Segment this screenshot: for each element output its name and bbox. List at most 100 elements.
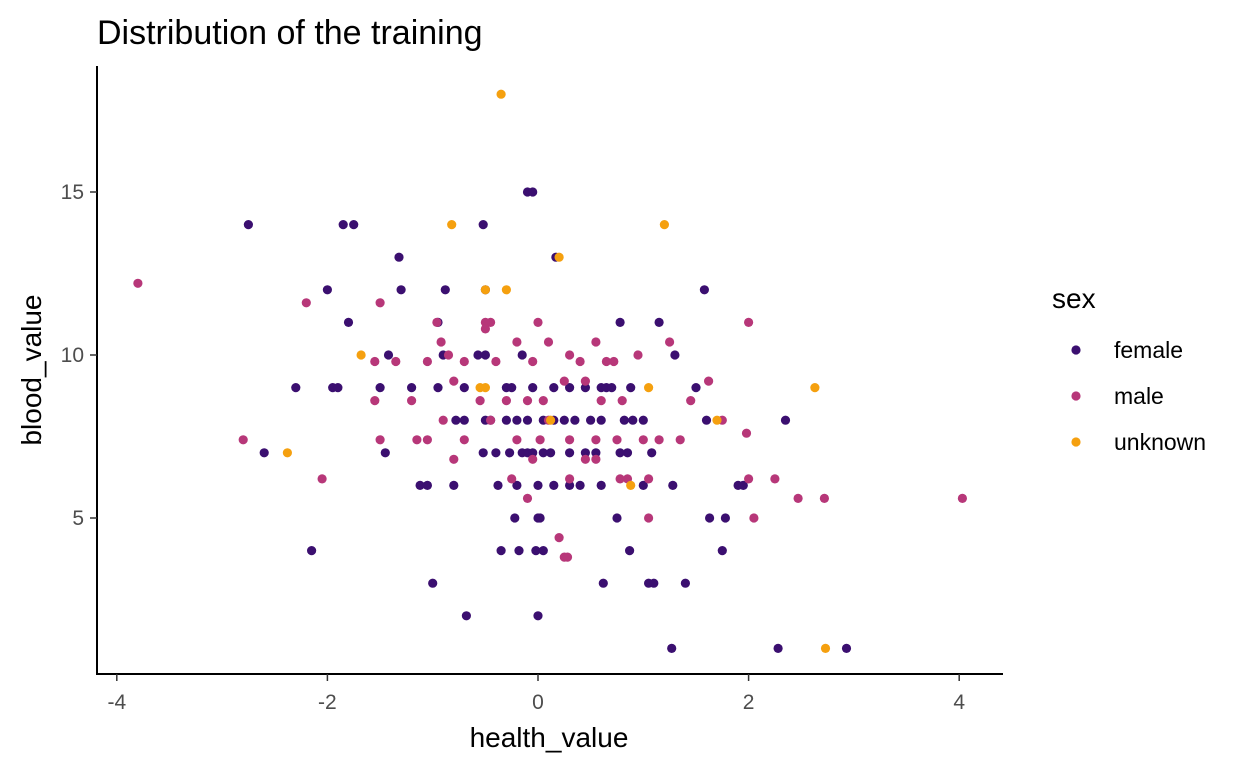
point-female-56 <box>638 415 648 425</box>
point-male-58 <box>507 474 517 484</box>
legend-label-female: female <box>1114 337 1183 363</box>
point-female-27 <box>407 383 417 393</box>
point-female-74 <box>647 448 657 458</box>
point-female-80 <box>533 480 543 490</box>
point-male-14 <box>543 337 554 347</box>
point-unknown-3 <box>554 252 564 262</box>
point-unknown-10 <box>810 383 820 393</box>
point-male-39 <box>375 435 385 445</box>
point-female-100 <box>625 546 635 556</box>
point-male-17 <box>633 350 643 360</box>
point-female-12 <box>699 285 710 295</box>
point-female-81 <box>549 480 559 490</box>
point-male-40 <box>412 435 422 445</box>
point-female-82 <box>565 480 575 490</box>
x-tick-label-2: 0 <box>532 691 544 714</box>
point-male-51 <box>638 435 648 445</box>
point-male-71 <box>749 513 759 523</box>
point-male-3 <box>432 317 442 327</box>
y-tick-label-2: 15 <box>61 181 84 204</box>
point-female-73 <box>622 448 633 458</box>
x-tick-label-0: -4 <box>107 691 126 714</box>
point-male-44 <box>486 415 496 425</box>
point-male-74 <box>957 493 968 503</box>
point-male-30 <box>501 396 511 406</box>
point-unknown-12 <box>712 415 722 425</box>
point-female-58 <box>780 415 791 425</box>
legend-key-unknown <box>1071 437 1081 447</box>
point-female-72 <box>615 448 625 458</box>
point-male-29 <box>475 396 485 406</box>
point-male-37 <box>686 396 696 406</box>
point-male-63 <box>615 474 625 484</box>
point-female-23 <box>291 383 301 393</box>
point-female-94 <box>720 513 731 523</box>
point-female-50 <box>559 415 569 425</box>
point-female-54 <box>619 415 629 425</box>
point-female-60 <box>380 448 390 458</box>
y-tick-label-1: 10 <box>61 344 84 367</box>
point-female-7 <box>394 252 404 262</box>
point-male-32 <box>538 396 548 406</box>
point-male-24 <box>601 356 612 367</box>
point-female-16 <box>654 317 664 327</box>
y-ticks: 5 10 15 <box>61 181 97 530</box>
point-female-105 <box>649 578 659 588</box>
point-female-66 <box>528 448 538 458</box>
point-female-28 <box>433 383 443 393</box>
point-unknown-11 <box>546 415 556 425</box>
point-female-75 <box>415 480 425 490</box>
point-female-111 <box>841 643 852 654</box>
point-female-85 <box>638 480 648 490</box>
point-male-0 <box>133 278 143 288</box>
point-female-96 <box>496 546 506 556</box>
point-female-15 <box>615 317 625 327</box>
point-female-107 <box>461 611 471 621</box>
point-male-50 <box>612 435 622 445</box>
point-male-41 <box>422 435 432 445</box>
point-female-0 <box>243 220 253 230</box>
point-female-67 <box>538 448 548 458</box>
point-male-21 <box>491 356 501 367</box>
point-male-8 <box>370 356 380 367</box>
point-male-69 <box>522 493 533 503</box>
point-male-28 <box>449 376 459 386</box>
points-layer <box>133 89 968 654</box>
point-female-18 <box>480 350 490 360</box>
legend-title: sex <box>1052 283 1096 314</box>
point-female-98 <box>531 546 541 556</box>
point-unknown-2 <box>659 220 670 230</box>
point-male-33 <box>559 376 569 386</box>
point-male-67 <box>770 474 780 484</box>
point-male-34 <box>580 376 591 386</box>
point-male-70 <box>644 513 654 523</box>
point-male-25 <box>609 356 619 367</box>
point-female-78 <box>493 480 503 490</box>
point-male-61 <box>580 454 591 464</box>
point-female-32 <box>528 383 538 393</box>
point-female-63 <box>505 448 515 458</box>
point-female-106 <box>680 578 691 588</box>
point-female-71 <box>591 448 601 458</box>
point-female-101 <box>717 546 727 556</box>
point-female-110 <box>773 643 783 654</box>
point-female-62 <box>491 448 501 458</box>
point-male-57 <box>449 454 459 464</box>
point-male-46 <box>535 435 545 445</box>
point-male-20 <box>459 356 469 367</box>
point-male-42 <box>438 415 448 425</box>
point-female-93 <box>705 513 715 523</box>
x-tick-label-1: -2 <box>318 691 337 714</box>
point-female-79 <box>512 480 522 490</box>
point-male-68 <box>317 474 327 484</box>
point-female-53 <box>596 415 606 425</box>
point-female-89 <box>510 513 520 523</box>
point-male-22 <box>528 356 538 367</box>
point-female-46 <box>512 415 522 425</box>
point-female-31 <box>507 383 517 393</box>
point-female-5 <box>528 187 538 197</box>
point-female-8 <box>322 285 332 295</box>
point-unknown-14 <box>626 480 636 490</box>
point-unknown-9 <box>644 383 654 393</box>
y-axis-title: blood_value <box>16 294 47 445</box>
